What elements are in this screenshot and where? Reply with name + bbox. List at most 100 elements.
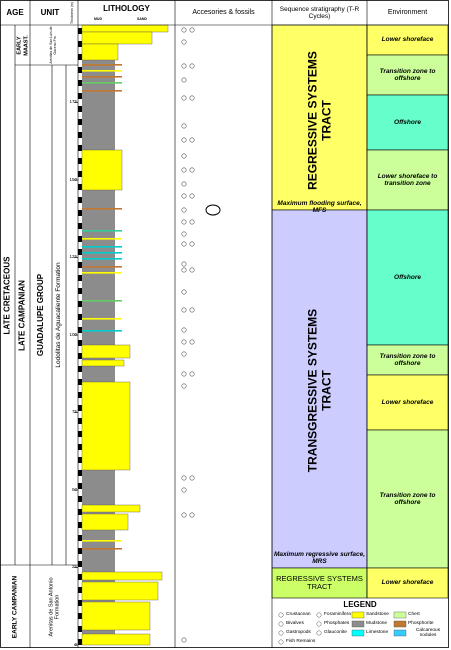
crab-icon: [205, 204, 221, 216]
bed-tick: [78, 93, 82, 99]
bed-tick: [78, 314, 82, 320]
header-accessories: Accesories & fossils: [192, 9, 255, 17]
legend-item: Sandstone: [366, 612, 389, 618]
thickness-label: 150: [69, 176, 77, 182]
thin-bed: [82, 300, 122, 302]
environment-box: [366, 54, 449, 96]
bed-tick: [78, 327, 82, 333]
sequence-label: TRANSGRESSIVE SYSTEMS TRACT: [305, 308, 333, 472]
bed-tick: [78, 509, 82, 515]
environment-label: Lower shoreface to transition zone: [377, 172, 438, 187]
fossil-symbol: [181, 77, 187, 83]
legend-item: Chert: [408, 612, 420, 618]
bed-tick: [78, 379, 82, 385]
sequence-label: REGRESSIVE SYSTEMS TRACT: [305, 50, 333, 190]
sequence-box: [271, 567, 368, 599]
fossil-symbol: [181, 231, 187, 237]
thin-bed: [82, 540, 122, 542]
thin-bed: [82, 548, 122, 550]
thin-bed: [82, 64, 122, 66]
bed-tick: [78, 574, 82, 580]
bed-tick: [78, 197, 82, 203]
bed-tick: [78, 392, 82, 398]
legend-item: Bivalves: [286, 621, 304, 627]
fossil-symbol: [181, 487, 187, 493]
bed-tick: [78, 522, 82, 528]
fossil-symbol: [189, 339, 195, 345]
thin-bed: [82, 208, 122, 210]
bed-tick: [78, 418, 82, 424]
fossil-symbol: [181, 475, 187, 481]
age-label: EARLY CAMPANIAN: [11, 575, 19, 638]
fossil-symbol: [181, 39, 187, 45]
fossil-symbol: [181, 637, 187, 643]
fossil-symbol: [189, 475, 195, 481]
thin-bed: [82, 258, 122, 260]
fossil-symbol: [189, 167, 195, 173]
age-label: EARLY MAAST.: [16, 34, 29, 56]
legend-item: Crustacean: [286, 612, 311, 618]
fossil-symbol: [181, 63, 187, 69]
bed-tick: [78, 184, 82, 190]
sandstone-bed: [81, 601, 151, 631]
environment-label: Lower shoreface: [381, 36, 434, 44]
legend-item: Mudstone: [366, 621, 388, 627]
bed-tick: [78, 457, 82, 463]
bed-tick: [78, 275, 82, 281]
bed-tick: [78, 288, 82, 294]
bed-tick: [78, 639, 82, 645]
fossil-symbol: [181, 181, 187, 187]
bed-tick: [78, 405, 82, 411]
sandstone-bed: [81, 381, 131, 471]
legend-item: Limestone: [366, 630, 389, 636]
fossil-symbol: [181, 307, 187, 313]
fossil-symbol: [181, 137, 187, 143]
sandstone-bed: [81, 513, 129, 531]
fossil-symbol: [189, 219, 195, 225]
fossil-symbol: [189, 27, 195, 33]
fossil-symbol: [181, 261, 187, 267]
environment-label: Offshore: [394, 273, 421, 281]
bed-tick: [78, 210, 82, 216]
environment-label: Transition zone to offshore: [379, 352, 436, 367]
bed-tick: [78, 236, 82, 242]
fossil-symbol: [189, 137, 195, 143]
bed-tick: [78, 249, 82, 255]
surface-label: Maximum regressive surface, MRS: [273, 550, 366, 565]
fossil-symbol: [189, 512, 195, 518]
environment-box: [366, 94, 449, 151]
fossil-symbol: [181, 123, 187, 129]
bed-tick: [78, 548, 82, 554]
thickness-label: 125: [69, 254, 77, 260]
thickness-label: 25: [71, 564, 77, 570]
legend-item: Gastropods: [286, 630, 311, 636]
sandstone-bed: [81, 571, 163, 581]
bed-tick: [78, 496, 82, 502]
bed-tick: [78, 600, 82, 606]
thin-bed: [82, 90, 122, 92]
fossil-symbol: [181, 267, 187, 273]
bed-tick: [78, 470, 82, 476]
bed-tick: [78, 262, 82, 268]
thin-bed: [82, 76, 122, 78]
environment-label: Lower shoreface: [381, 398, 434, 406]
thin-bed: [82, 272, 122, 274]
thin-bed: [82, 330, 122, 332]
sandstone-bed: [81, 24, 169, 33]
thin-bed: [82, 230, 122, 232]
age-label: LATE CAMPANIAN: [17, 279, 27, 351]
bed-tick: [78, 613, 82, 619]
bed-tick: [78, 626, 82, 632]
thickness-label: 175: [69, 99, 77, 105]
bed-tick: [78, 587, 82, 593]
sandstone-bed: [81, 504, 141, 513]
fossil-symbol: [181, 95, 187, 101]
sequence-box: [271, 24, 368, 211]
environment-label: Transition zone to offshore: [379, 491, 436, 506]
legend-swatch: [393, 611, 407, 619]
fossil-symbol: [181, 351, 187, 357]
fossil-symbol: [189, 267, 195, 273]
bed-tick: [78, 301, 82, 307]
legend-item: Fish Remains: [286, 639, 316, 645]
